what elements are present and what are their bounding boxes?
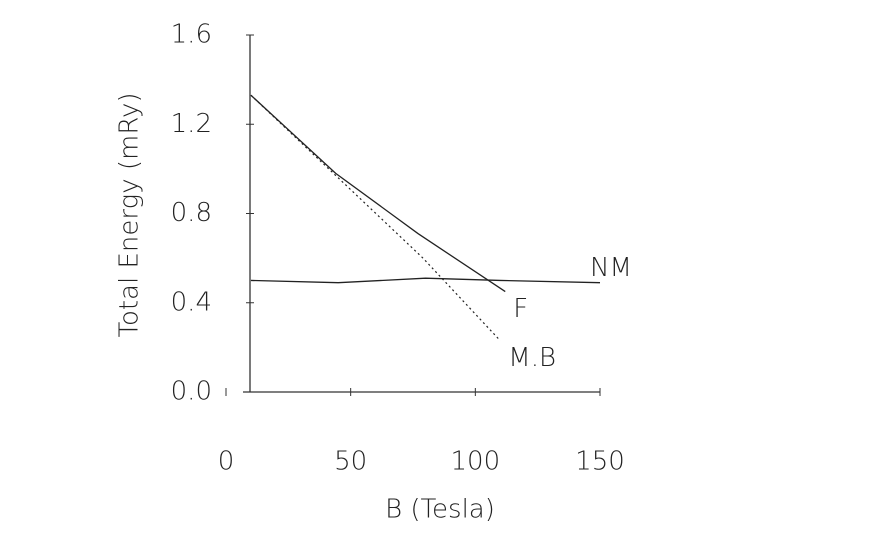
series-line xyxy=(250,277,601,284)
x-tick-label: 50 xyxy=(334,447,367,477)
x-tick-label: 0 xyxy=(218,447,235,477)
series-line xyxy=(250,94,506,293)
x-tick-label: 100 xyxy=(451,447,501,477)
series-line xyxy=(250,94,501,342)
series-label: M.B xyxy=(508,343,556,373)
x-tick-label: 150 xyxy=(575,447,625,477)
series-label: NM xyxy=(590,253,632,283)
y-axis-label: Total Energy (mRy) xyxy=(115,92,145,337)
y-tick-label: 1.6 xyxy=(171,20,212,50)
series-label: F xyxy=(513,294,528,324)
y-tick-label: 0.4 xyxy=(171,287,212,317)
y-tick-label: 0.8 xyxy=(171,198,212,228)
x-axis-label: B (Tesla) xyxy=(385,495,495,525)
y-tick-label: 0.0 xyxy=(171,377,212,407)
y-tick-label: 1.2 xyxy=(171,109,212,139)
